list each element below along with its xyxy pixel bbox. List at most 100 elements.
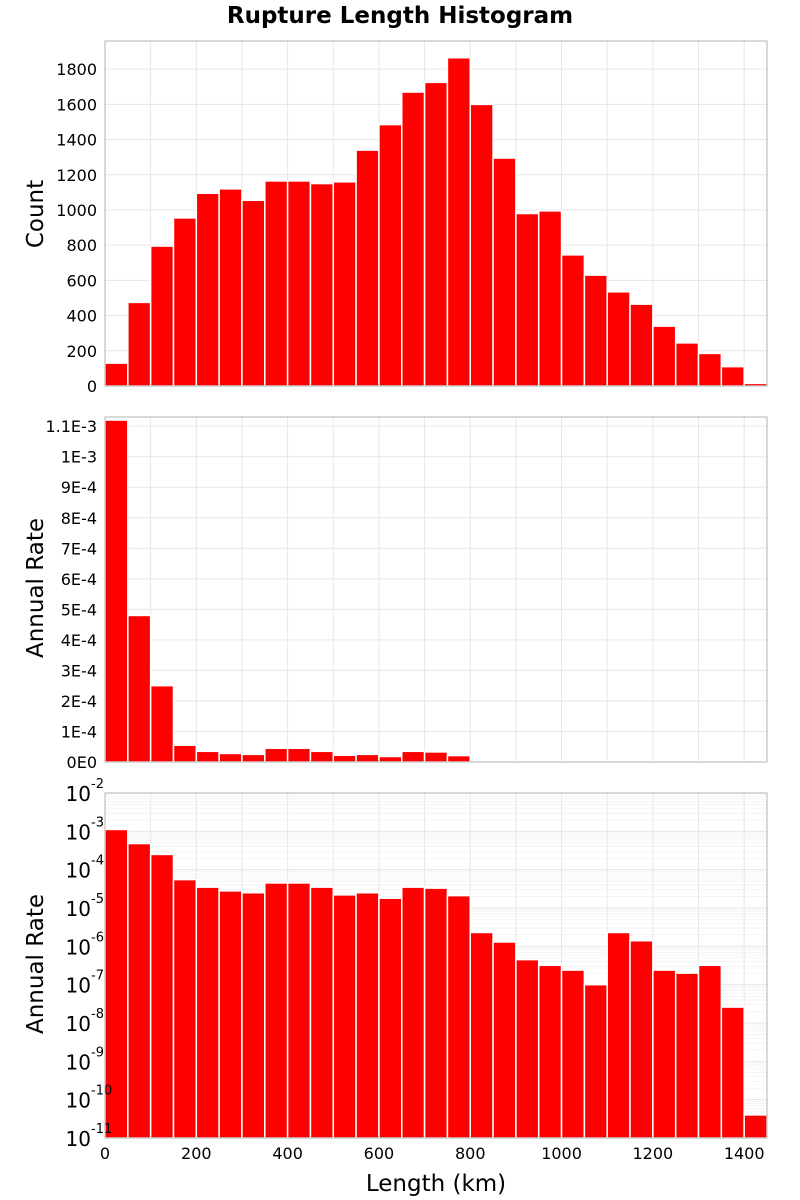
histogram-bar [446, 754, 471, 763]
histogram-bar [355, 149, 380, 387]
histogram-bar [401, 886, 426, 1139]
y-tick-exponent: -4 [91, 854, 104, 869]
histogram-bar [127, 301, 152, 387]
y-tick-label: 800 [66, 236, 97, 255]
histogram-bar [149, 853, 175, 1139]
histogram-bar [492, 157, 517, 387]
y-tick-label: 5E-4 [61, 600, 97, 619]
y-tick-exponent: -7 [91, 969, 104, 984]
y-tick-label: 600 [66, 271, 97, 290]
log-rate-y-axis-label: Annual Rate [23, 894, 49, 1034]
histogram-bar [104, 419, 129, 763]
y-tick-label: 1800 [56, 60, 97, 79]
count-y-axis-label: Count [23, 180, 49, 248]
y-tick-exponent: -5 [91, 892, 104, 907]
histogram-bar [629, 303, 654, 387]
histogram-bar [218, 188, 243, 387]
histogram-bar [446, 894, 471, 1139]
histogram-bar [355, 891, 380, 1139]
histogram-bar [195, 886, 220, 1139]
y-tick-exponent: -2 [91, 777, 104, 792]
histogram-bar [697, 964, 723, 1139]
y-tick-label: 1600 [56, 95, 97, 114]
histogram-bar [172, 217, 198, 387]
histogram-bar [720, 1006, 745, 1139]
histogram-bar [378, 123, 403, 387]
histogram-bar [264, 747, 289, 763]
x-tick-label: 400 [272, 1144, 303, 1163]
histogram-bar [127, 614, 152, 763]
y-tick-label: 0E0 [67, 753, 97, 772]
y-tick-label: 10 [66, 1089, 91, 1113]
histogram-bar [104, 362, 129, 387]
x-tick-label: 200 [181, 1144, 212, 1163]
y-tick-label: 4E-4 [61, 631, 97, 650]
y-tick-exponent: -8 [91, 1007, 104, 1022]
histogram-bar [469, 103, 494, 387]
histogram-bar [309, 886, 335, 1139]
x-tick-label: 1200 [633, 1144, 674, 1163]
figure-title: Rupture Length Histogram [227, 3, 573, 29]
histogram-bar [195, 192, 220, 387]
y-tick-label: 400 [66, 307, 97, 326]
histogram-bar [195, 750, 220, 763]
y-tick-label: 8E-4 [61, 509, 97, 528]
histogram-bar [674, 342, 700, 387]
histogram-bar [606, 291, 631, 387]
y-tick-label: 1E-3 [61, 448, 97, 467]
histogram-bar [583, 983, 608, 1139]
histogram-bar [332, 894, 357, 1139]
y-tick-label: 1200 [56, 166, 97, 185]
histogram-bar [309, 750, 335, 763]
histogram-bar [264, 180, 289, 387]
y-tick-label: 1000 [56, 201, 97, 220]
x-tick-label: 600 [364, 1144, 395, 1163]
histogram-bar [149, 684, 175, 763]
histogram-bar [172, 744, 198, 763]
histogram-bar [743, 1114, 768, 1139]
histogram-bar [720, 365, 745, 387]
histogram-bar [583, 274, 608, 387]
histogram-bar [423, 887, 449, 1139]
y-tick-exponent: -9 [91, 1045, 104, 1060]
histogram-bar [560, 254, 586, 387]
count-histogram-panel: 0 200 400 600 800 1000 1200 1400 1600 1800 Count [23, 40, 768, 396]
histogram-bar [401, 750, 426, 763]
y-tick-label: 0 [87, 377, 97, 396]
linear-rate-y-axis-label: Annual Rate [23, 518, 49, 658]
y-tick-label: 6E-4 [61, 570, 97, 589]
y-tick-label: 10 [66, 859, 91, 883]
log-rate-plot-frame [104, 792, 768, 1139]
histogram-bar [629, 939, 654, 1139]
histogram-bar [332, 754, 357, 763]
y-tick-label: 3E-4 [61, 661, 97, 680]
x-tick-label: 0 [100, 1144, 110, 1163]
histogram-bar [332, 181, 357, 387]
linear-rate-plot-frame [104, 416, 768, 763]
histogram-bar [286, 882, 312, 1139]
y-tick-label: 10 [66, 1012, 91, 1036]
histogram-bar [309, 182, 335, 387]
histogram-bar [537, 210, 563, 387]
y-tick-label: 7E-4 [61, 539, 97, 558]
x-tick-label: 800 [455, 1144, 486, 1163]
histogram-bar [172, 878, 198, 1139]
y-tick-label: 10 [66, 782, 91, 806]
histogram-bar [286, 747, 312, 763]
histogram-bar [492, 941, 517, 1139]
y-tick-label: 1E-4 [61, 722, 97, 741]
y-tick-label: 10 [66, 935, 91, 959]
x-axis-label: Length (km) [366, 1171, 506, 1197]
x-tick-label: 1400 [724, 1144, 765, 1163]
histogram-bar [469, 931, 494, 1139]
histogram-bar [697, 352, 723, 387]
histogram-bar [218, 752, 243, 763]
histogram-bar [241, 199, 266, 387]
histogram-bar [606, 931, 631, 1139]
annual-rate-log-panel: 10-1110-1010-910-810-710-610-510-410-310… [23, 777, 768, 1197]
histogram-bar [218, 890, 243, 1139]
y-tick-label: 10 [66, 1050, 91, 1074]
y-tick-exponent: -11 [91, 1122, 112, 1137]
histogram-bar [241, 753, 266, 763]
